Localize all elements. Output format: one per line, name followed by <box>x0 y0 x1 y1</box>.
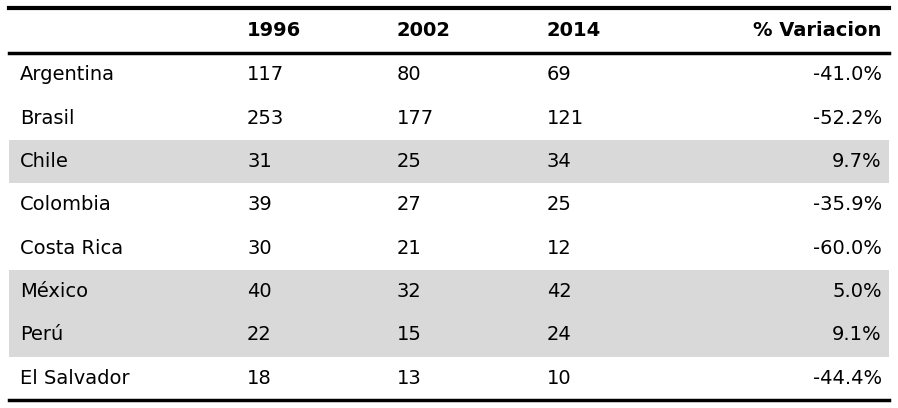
Text: 31: 31 <box>247 152 272 171</box>
Text: 21: 21 <box>397 239 422 258</box>
Text: 12: 12 <box>547 239 571 258</box>
Text: 34: 34 <box>547 152 571 171</box>
Text: Chile: Chile <box>20 152 68 171</box>
Text: -35.9%: -35.9% <box>813 195 882 214</box>
Bar <box>9 140 889 183</box>
Bar <box>9 183 889 226</box>
Text: El Salvador: El Salvador <box>20 369 129 388</box>
Bar <box>9 357 889 400</box>
Text: 9.1%: 9.1% <box>832 325 882 344</box>
Text: 10: 10 <box>547 369 571 388</box>
Text: Colombia: Colombia <box>20 195 111 214</box>
Text: 117: 117 <box>247 65 284 84</box>
Text: 39: 39 <box>247 195 272 214</box>
Text: 27: 27 <box>397 195 422 214</box>
Text: 177: 177 <box>397 109 434 128</box>
Text: 5.0%: 5.0% <box>832 282 882 301</box>
Text: Perú: Perú <box>20 325 63 344</box>
Text: -52.2%: -52.2% <box>813 109 882 128</box>
Bar <box>9 313 889 357</box>
Text: Brasil: Brasil <box>20 109 75 128</box>
Text: 30: 30 <box>247 239 271 258</box>
Text: 22: 22 <box>247 325 272 344</box>
Text: 2014: 2014 <box>547 21 601 40</box>
Text: -44.4%: -44.4% <box>813 369 882 388</box>
Text: México: México <box>20 282 88 301</box>
Text: 69: 69 <box>547 65 571 84</box>
Text: 25: 25 <box>547 195 572 214</box>
Text: 42: 42 <box>547 282 571 301</box>
Text: 24: 24 <box>547 325 571 344</box>
Text: 40: 40 <box>247 282 271 301</box>
Text: 1996: 1996 <box>247 21 301 40</box>
Text: 15: 15 <box>397 325 422 344</box>
Text: 32: 32 <box>397 282 422 301</box>
Text: Costa Rica: Costa Rica <box>20 239 123 258</box>
Text: % Variacion: % Variacion <box>753 21 882 40</box>
Bar <box>9 53 889 97</box>
Bar <box>9 226 889 270</box>
Text: 2002: 2002 <box>397 21 451 40</box>
Text: -41.0%: -41.0% <box>813 65 882 84</box>
Bar <box>9 270 889 313</box>
Text: 18: 18 <box>247 369 272 388</box>
Text: -60.0%: -60.0% <box>813 239 882 258</box>
Text: 9.7%: 9.7% <box>832 152 882 171</box>
Text: 121: 121 <box>547 109 584 128</box>
Text: Argentina: Argentina <box>20 65 115 84</box>
Bar <box>9 97 889 140</box>
Text: 80: 80 <box>397 65 421 84</box>
Text: 25: 25 <box>397 152 422 171</box>
Text: 253: 253 <box>247 109 285 128</box>
Text: 13: 13 <box>397 369 422 388</box>
